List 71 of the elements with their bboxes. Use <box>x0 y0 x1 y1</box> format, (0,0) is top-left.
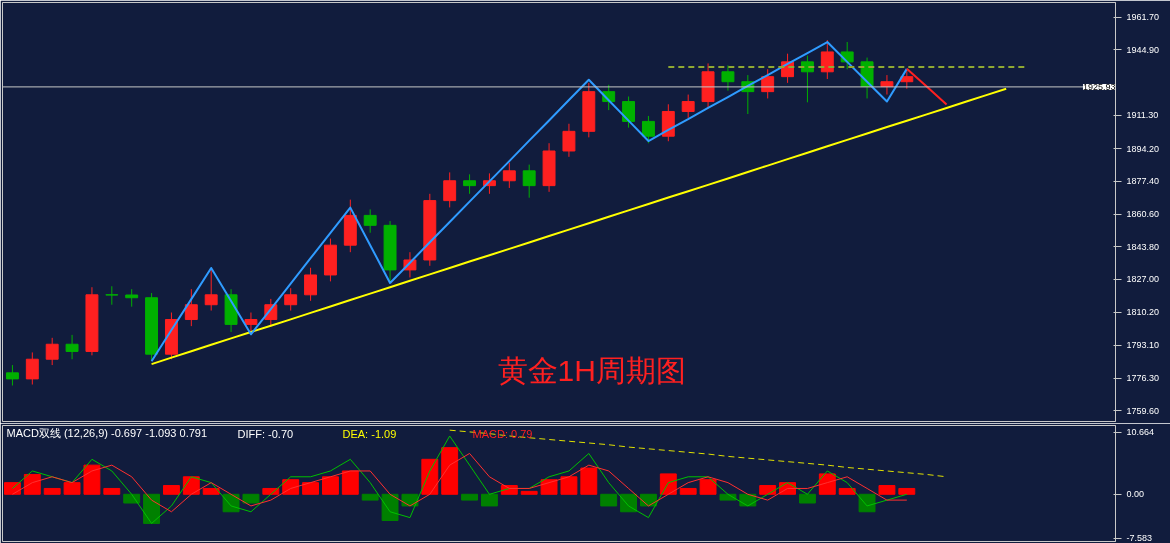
y-tick-label: 1961.70 <box>1126 12 1160 23</box>
annotation: DIFF: -0.70 <box>237 427 294 440</box>
bar <box>461 493 479 501</box>
annotation: MACD双线 (12,26,9) -0.697 -1.093 0.791 <box>6 426 208 439</box>
candlestick <box>443 171 457 208</box>
y-tick-label: 1944.90 <box>1126 44 1160 55</box>
y-tick-label: 0.00 <box>1126 489 1145 500</box>
y-tick-label: 1911.30 <box>1126 110 1159 121</box>
candlestick <box>184 288 198 327</box>
candlestick <box>244 312 258 332</box>
bar <box>699 479 717 495</box>
candlestick <box>284 287 298 312</box>
bar <box>83 464 101 495</box>
candlestick <box>502 162 516 189</box>
y-tick-label: 1894.20 <box>1126 143 1160 154</box>
bar <box>838 487 856 495</box>
bar <box>381 493 399 522</box>
bar <box>162 485 180 495</box>
bar <box>798 493 816 504</box>
bar <box>878 485 896 495</box>
candlestick <box>463 173 477 195</box>
bar <box>600 493 618 507</box>
bar <box>321 476 339 495</box>
bar <box>341 470 359 495</box>
candlestick <box>641 115 655 144</box>
annotation: DEA: -1.09 <box>342 427 397 440</box>
candlestick <box>562 123 576 158</box>
bar <box>679 487 697 495</box>
y-tick-label: 1776.30 <box>1126 373 1160 384</box>
candlestick <box>363 208 377 234</box>
y-tick-label: 10.664 <box>1126 427 1155 438</box>
bar <box>63 482 81 495</box>
bar <box>302 482 320 495</box>
y-tick-label: 1827.00 <box>1126 274 1160 285</box>
annotation: MACD: 0.79 <box>472 427 533 440</box>
y-tick-label: 1793.10 <box>1126 340 1160 351</box>
bar <box>242 493 260 504</box>
candlestick <box>204 269 218 312</box>
candlestick <box>622 96 636 129</box>
candlestick <box>65 334 79 360</box>
candlestick <box>681 94 695 119</box>
y-tick-label: 1759.60 <box>1126 405 1160 416</box>
bar <box>202 487 220 495</box>
bar <box>23 473 41 495</box>
bar <box>103 487 121 495</box>
y-tick-label: 1877.40 <box>1126 176 1160 187</box>
candlestick <box>5 364 19 386</box>
y-tick-label: 1843.80 <box>1126 241 1160 252</box>
candlestick <box>105 285 119 306</box>
bar <box>520 490 538 495</box>
y-tick-label: -7.583 <box>1126 533 1153 543</box>
bar <box>560 476 578 495</box>
candlestick <box>25 351 39 386</box>
y-tick-label: 1810.20 <box>1126 307 1160 318</box>
bar <box>361 493 379 501</box>
candlestick <box>304 267 318 302</box>
bar <box>480 493 498 507</box>
bar <box>759 485 777 495</box>
annotation: 黄金1H周期图 <box>497 353 686 387</box>
ref-line-label: 1925.93 <box>1082 81 1116 92</box>
bar <box>441 447 459 495</box>
bar <box>580 467 598 495</box>
candlestick <box>820 39 834 80</box>
bar <box>43 487 61 495</box>
bar <box>858 493 876 513</box>
candlestick <box>721 64 735 92</box>
y-tick-label: 1860.60 <box>1126 209 1160 220</box>
candlestick <box>522 164 536 199</box>
bar <box>898 487 916 495</box>
candlestick <box>45 337 59 366</box>
line-series <box>11 452 908 513</box>
